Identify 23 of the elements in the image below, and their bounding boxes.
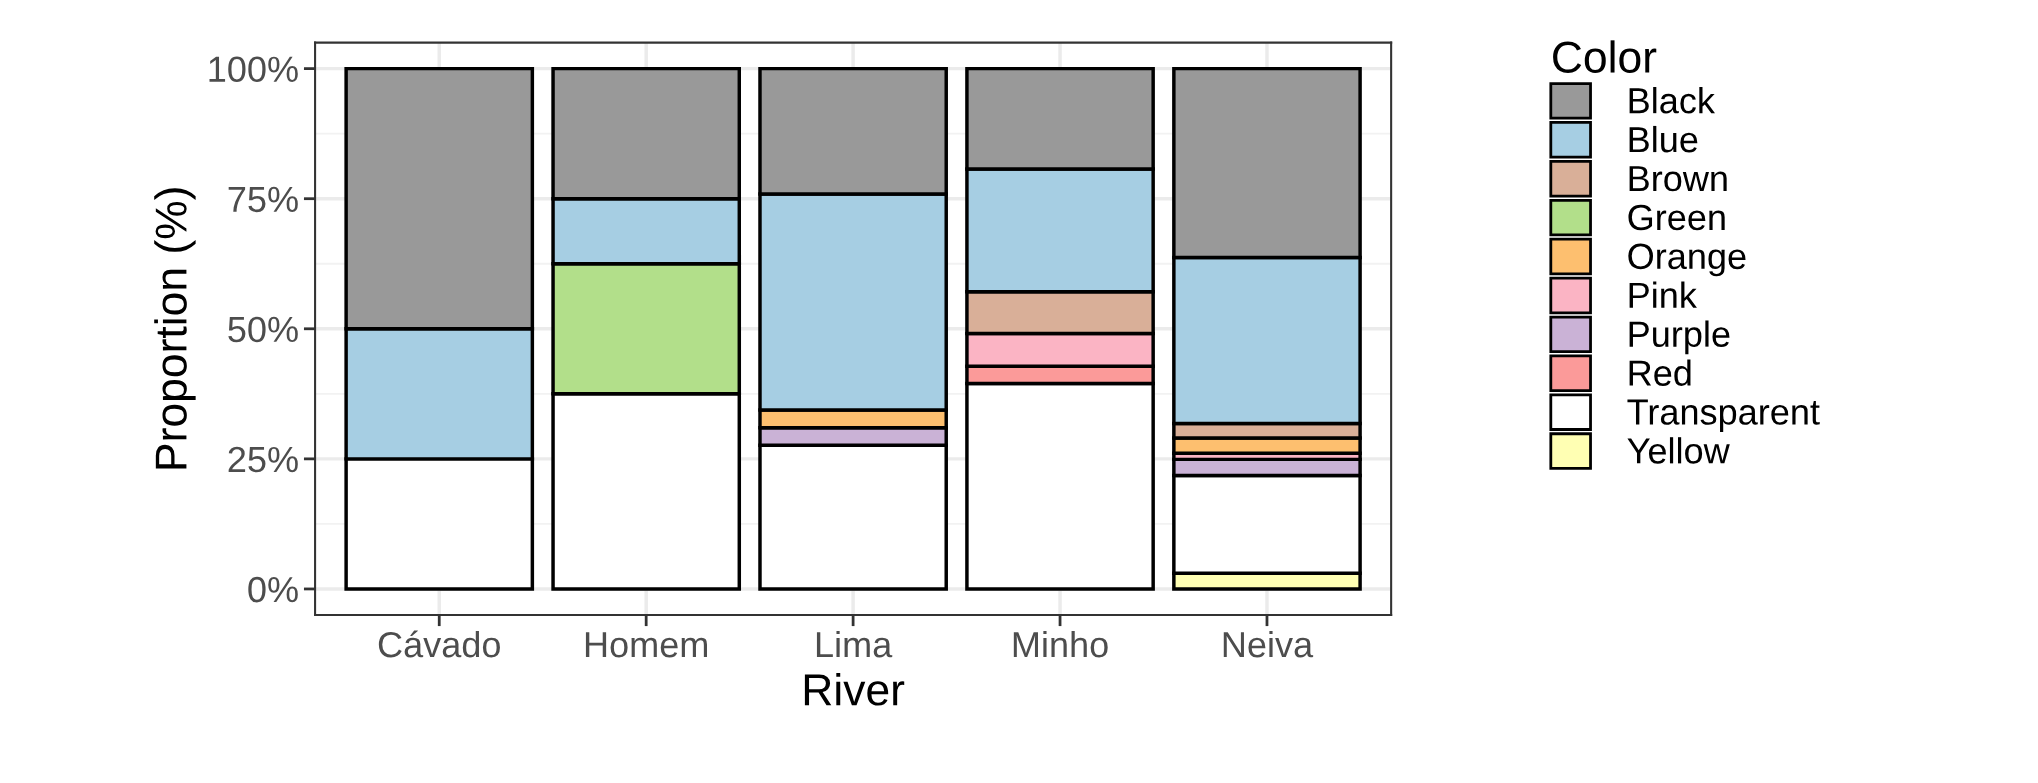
legend-label: Red: [1629, 359, 1691, 386]
legend-label: Brown: [1629, 166, 1727, 192]
y-tick-label: 0%: [248, 576, 298, 603]
legend-title: Color: [1553, 40, 1657, 73]
y-tick-label: 75%: [228, 186, 298, 213]
legend-label: Blue: [1629, 125, 1698, 153]
legend-label: Green: [1628, 204, 1725, 231]
legend-label: Orange: [1628, 243, 1746, 277]
legend-label: Yellow: [1627, 437, 1730, 464]
y-axis-title: Proportion (%): [154, 188, 196, 469]
y-tick-label: 100%: [209, 56, 298, 83]
x-tick-label: Neiva: [1223, 630, 1314, 658]
legend-label: Black: [1629, 87, 1715, 114]
y-tick-label: 25%: [228, 446, 298, 473]
x-tick-label: Homem: [585, 632, 707, 658]
x-tick-label: Lima: [816, 630, 893, 658]
x-tick-label: Minho: [1013, 630, 1108, 658]
legend-label: Pink: [1629, 281, 1697, 308]
x-tick-label: Cávado: [378, 630, 500, 658]
legend-label: Transparent: [1627, 399, 1820, 432]
legend-label: Purple: [1629, 320, 1730, 355]
y-tick-label: 50%: [228, 316, 298, 343]
x-axis-title: River: [804, 672, 905, 706]
